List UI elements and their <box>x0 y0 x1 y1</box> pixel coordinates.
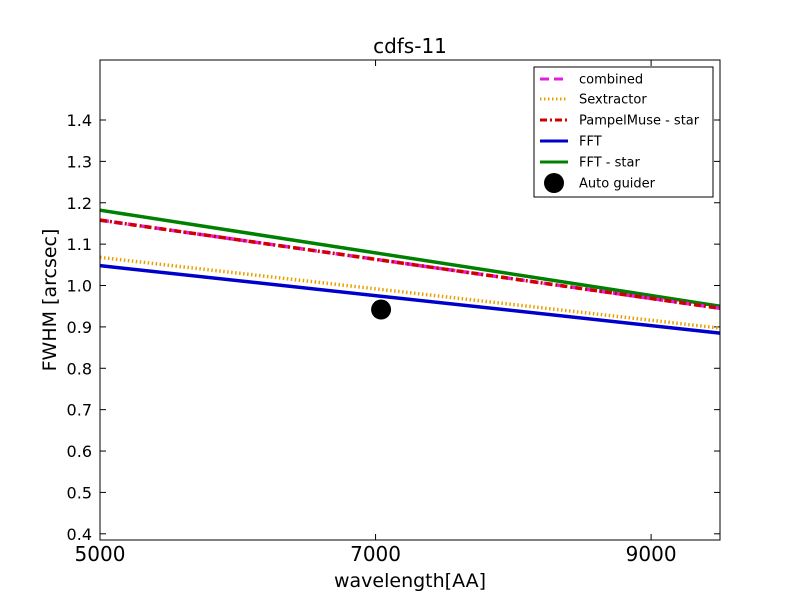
y-tick-label: 1.2 <box>67 194 92 213</box>
plot-area-frame <box>99 59 721 541</box>
series-line-pampelmuse-star <box>99 218 721 311</box>
x-tick-label: 5000 <box>75 542 126 566</box>
legend-label-pampelmuse-star: PampelMuse - star <box>579 114 700 129</box>
legend-label-combined: combined <box>579 73 643 88</box>
x-tick-label: 9000 <box>626 542 677 566</box>
y-tick-label: 0.6 <box>67 442 92 461</box>
legend: combined Sextractor PampelMuse - star FFT FF… <box>533 66 714 198</box>
legend-box <box>533 66 714 198</box>
series-line-sextractor <box>99 255 721 330</box>
legend-marker-auto-guider <box>544 173 564 193</box>
series-line-fft <box>99 263 721 335</box>
x-tick-label: 7000 <box>350 542 401 566</box>
y-tick-label: 0.7 <box>67 401 92 420</box>
y-tick-label: 0.8 <box>67 359 92 378</box>
y-axis-label: FWHM [arcsec] <box>39 229 61 372</box>
axis-ticks: 0.4 0.5 0.6 0.7 0.8 0.9 1.0 1.1 1.2 1.3 1.4 5000 700… <box>67 60 720 566</box>
chart-title: cdfs-11 <box>373 34 447 58</box>
legend-label-auto-guider: Auto guider <box>579 177 656 192</box>
legend-label-sextractor: Sextractor <box>579 93 647 108</box>
y-tick-label: 1.3 <box>67 152 92 171</box>
series-line-fft-star <box>99 208 721 308</box>
y-tick-label: 0.5 <box>67 483 92 502</box>
y-tick-label: 1.1 <box>67 235 92 254</box>
y-tick-label: 0.4 <box>67 525 92 544</box>
series-point-auto-guider <box>371 299 392 320</box>
y-tick-label: 1.0 <box>67 277 92 296</box>
x-axis-label: wavelength[AA] <box>334 570 486 592</box>
legend-label-fft-star: FFT - star <box>579 156 640 171</box>
y-tick-label: 1.4 <box>67 111 92 130</box>
data-series <box>99 208 721 335</box>
y-tick-label: 0.9 <box>67 318 92 337</box>
legend-label-fft: FFT <box>579 135 602 150</box>
